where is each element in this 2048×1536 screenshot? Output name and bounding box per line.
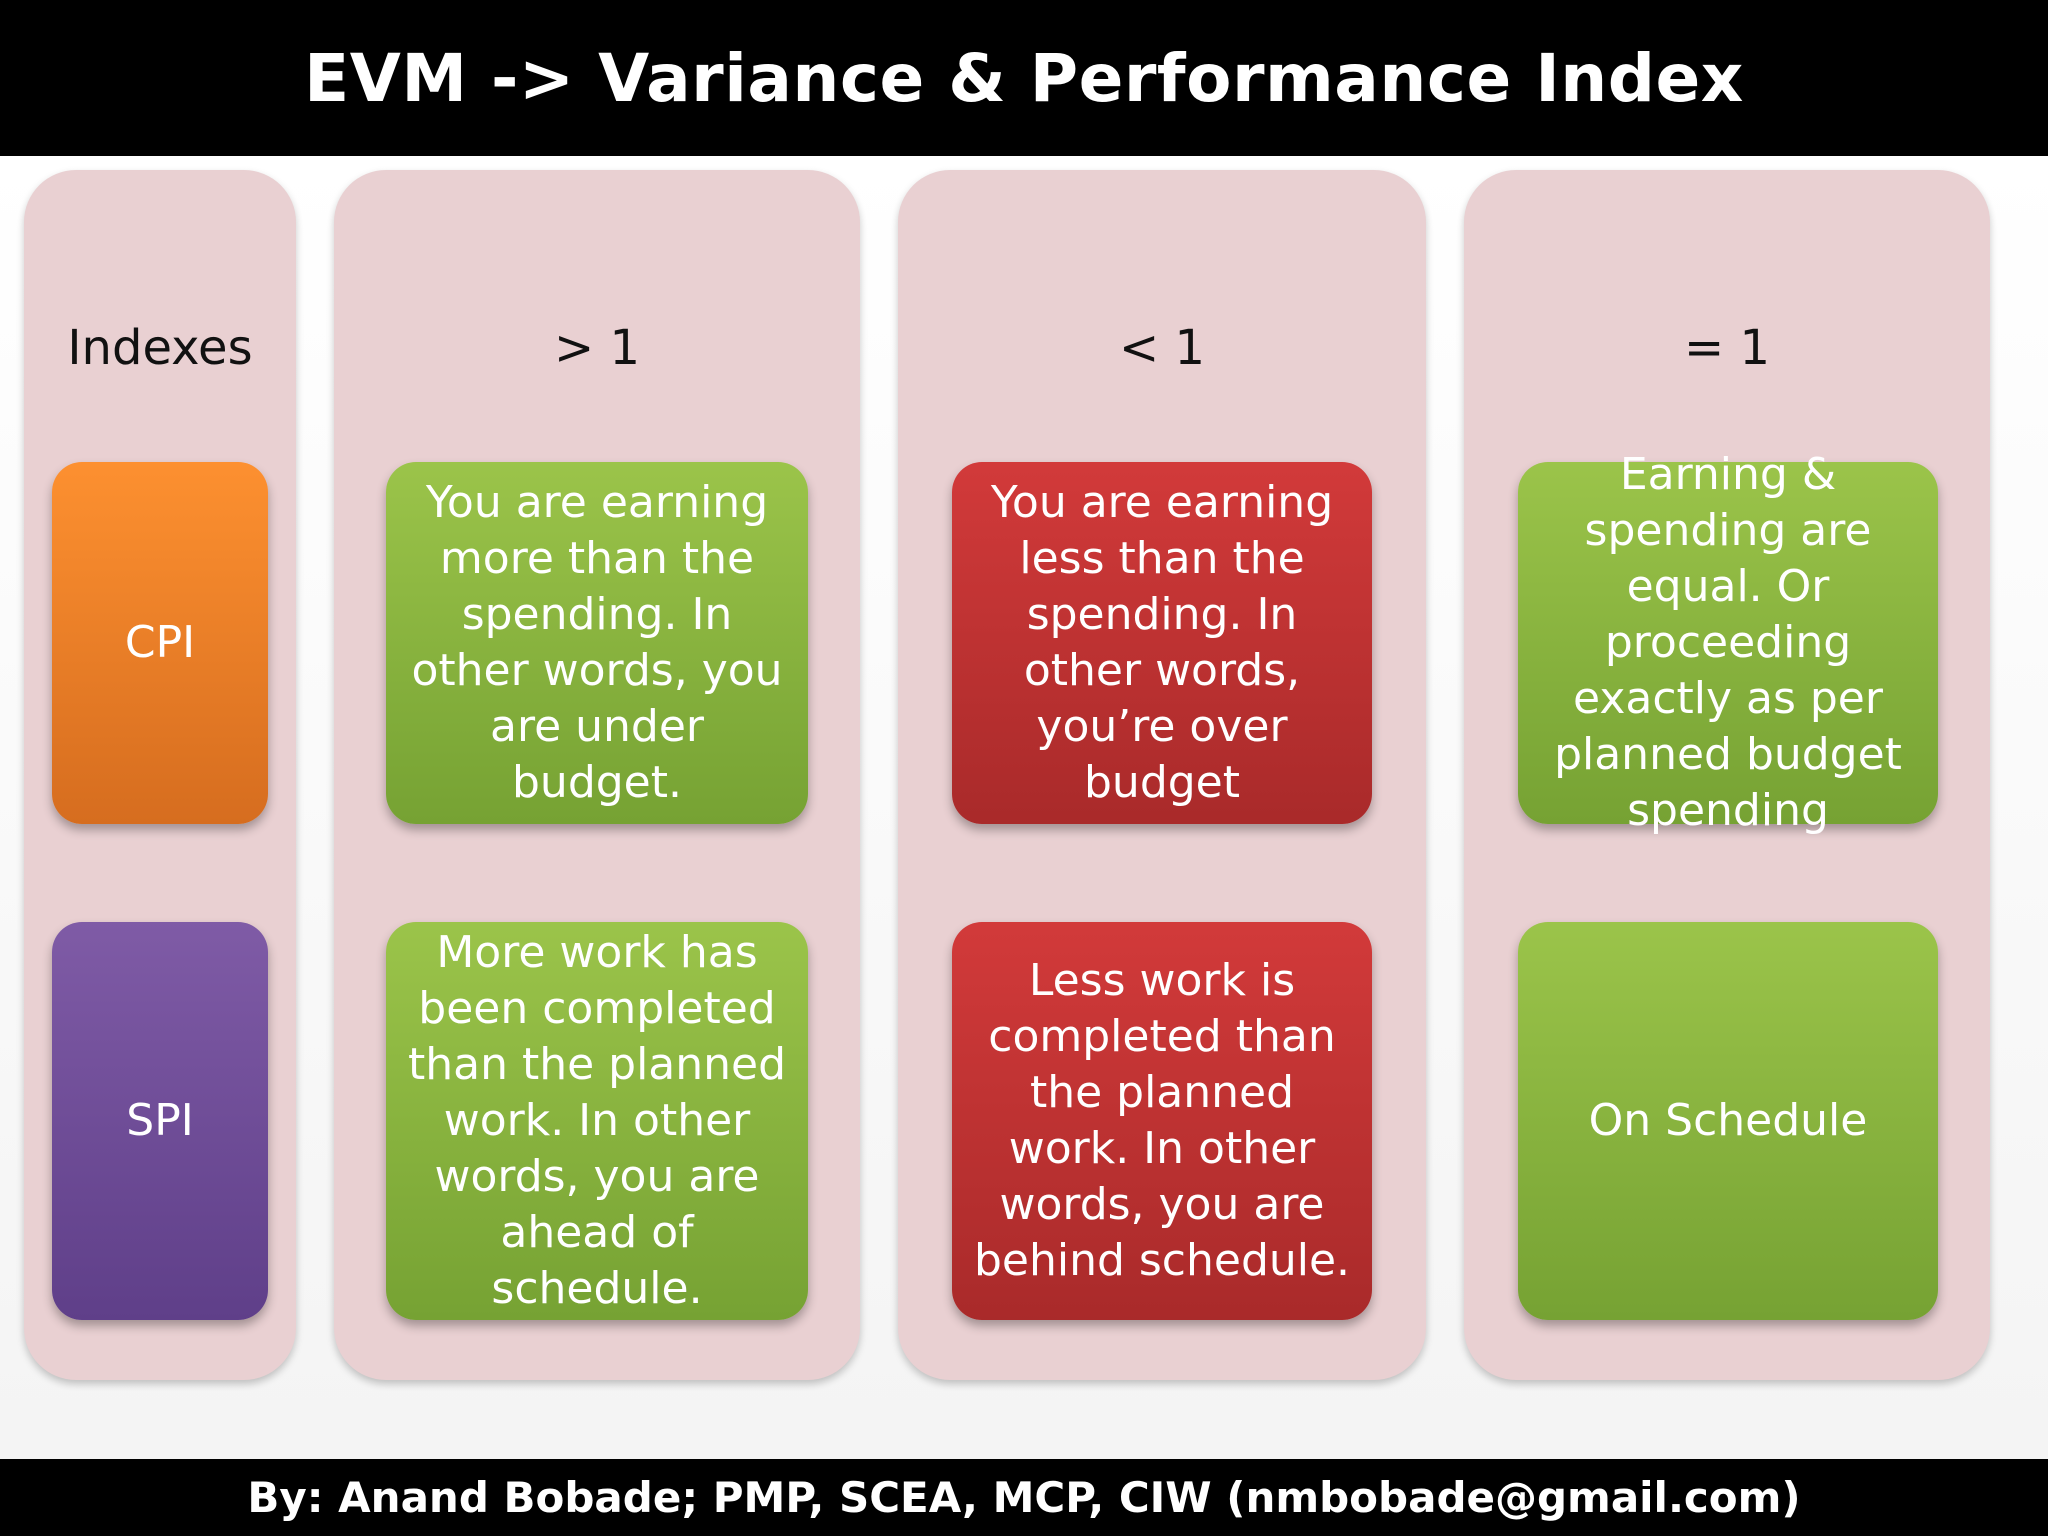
spi-equal-one-box: On Schedule	[1518, 922, 1938, 1320]
cpi-label: CPI	[124, 617, 196, 668]
cpi-equal-one-box: Earning & spending are equal. Or proceed…	[1518, 449, 1938, 836]
indexes-header: Indexes	[67, 320, 253, 376]
greater-than-one-header: > 1	[553, 320, 640, 376]
title-bar: EVM -> Variance & Performance Index	[0, 0, 2048, 156]
cpi-less-than-one-box: You are earning less than the spending. …	[952, 462, 1372, 824]
slide-title: EVM -> Variance & Performance Index	[304, 39, 1744, 117]
cpi-greater-than-one-box: You are earning more than the spending. …	[386, 462, 808, 824]
equal-one-header: = 1	[1683, 320, 1770, 376]
spi-less-than-one-text: Less work is completed than the planned …	[973, 955, 1351, 1286]
spi-less-than-one-box: Less work is completed than the planned …	[952, 922, 1372, 1320]
cpi-equal-one-text: Earning & spending are equal. Or proceed…	[1554, 449, 1902, 836]
footer-bar: By: Anand Bobade; PMP, SCEA, MCP, CIW (n…	[0, 1459, 2048, 1536]
author-credit: By: Anand Bobade; PMP, SCEA, MCP, CIW (n…	[247, 1473, 1801, 1522]
spi-greater-than-one-box: More work has been completed than the pl…	[386, 922, 808, 1320]
less-than-one-header: < 1	[1118, 320, 1205, 376]
cpi-less-than-one-text: You are earning less than the spending. …	[990, 477, 1334, 808]
spi-greater-than-one-text: More work has been completed than the pl…	[407, 927, 787, 1314]
cpi-label-box: CPI	[52, 462, 268, 824]
cpi-greater-than-one-text: You are earning more than the spending. …	[411, 477, 783, 808]
spi-equal-one-text: On Schedule	[1588, 1095, 1868, 1146]
spi-label: SPI	[126, 1095, 194, 1146]
spi-label-box: SPI	[52, 922, 268, 1320]
